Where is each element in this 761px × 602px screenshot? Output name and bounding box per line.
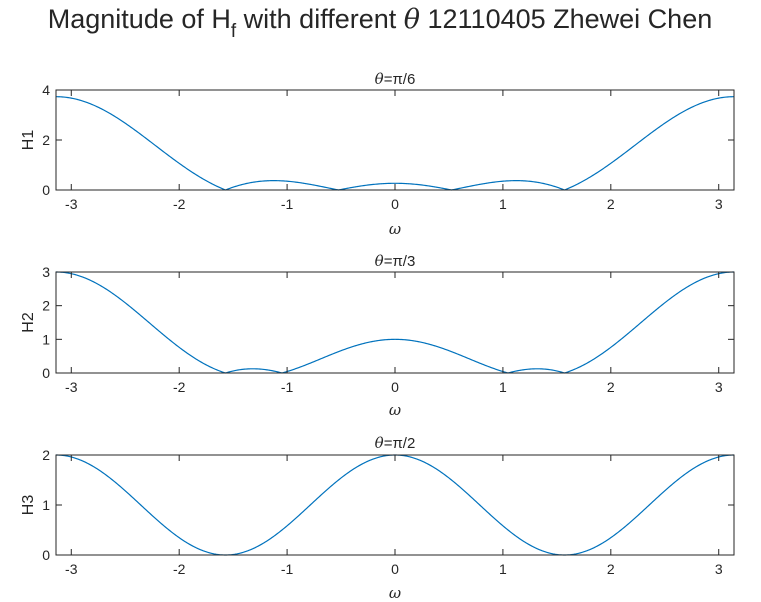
subplot-title: θ=π/2 <box>375 434 416 452</box>
y-tick-label: 1 <box>42 497 50 513</box>
series-line <box>55 271 735 374</box>
x-tick-label: -2 <box>173 379 186 395</box>
series-line <box>55 454 735 556</box>
x-axis-label: ω <box>389 584 401 602</box>
x-tick-label: -1 <box>281 196 294 212</box>
x-tick-label: 0 <box>391 379 399 395</box>
subplot-2: θ=π/3 -3 -2 -1 0 1 2 3 0 1 2 3 ω H2 <box>20 252 735 419</box>
x-tick-label: 2 <box>607 561 615 577</box>
x-axis-label: ω <box>389 220 401 238</box>
y-tick-label: 0 <box>42 547 50 563</box>
subplot-3: θ=π/2 -3 -2 -1 0 1 2 3 0 1 2 ω H3 <box>20 434 735 602</box>
y-tick-label: 2 <box>42 447 50 463</box>
x-tick-label: -2 <box>173 196 186 212</box>
x-tick-label: 2 <box>607 379 615 395</box>
x-tick-label: 0 <box>391 196 399 212</box>
axes-box <box>55 454 735 556</box>
y-axis-label: H2 <box>20 312 37 333</box>
subplot-title: θ=π/6 <box>375 70 416 88</box>
axes-box <box>55 89 735 191</box>
x-tick-label: -2 <box>173 561 186 577</box>
x-tick-label: -3 <box>65 196 78 212</box>
y-tick-label: 0 <box>42 182 50 198</box>
y-axis-label: H3 <box>20 495 37 516</box>
subplot-title: θ=π/3 <box>375 252 416 270</box>
y-axis-label: H1 <box>20 130 37 151</box>
x-axis-label: ω <box>389 401 401 419</box>
x-tick-label: -1 <box>281 379 294 395</box>
x-tick-label: 3 <box>715 196 723 212</box>
y-tick-label: 4 <box>42 82 50 98</box>
x-tick-label: 2 <box>607 196 615 212</box>
figure-title: Magnitude of Hf with different θ 1211040… <box>48 4 712 42</box>
subplot-1: θ=π/6 -3 -2 -1 0 1 2 3 0 2 4 ω H1 <box>20 70 735 238</box>
x-tick-label: 1 <box>499 561 507 577</box>
x-tick-label: 1 <box>499 379 507 395</box>
axes-box <box>55 271 735 374</box>
x-tick-label: 3 <box>715 379 723 395</box>
x-tick-label: -3 <box>65 379 78 395</box>
series-line <box>55 96 735 191</box>
y-tick-label: 0 <box>42 365 50 381</box>
y-tick-label: 2 <box>42 298 50 314</box>
x-tick-label: 1 <box>499 196 507 212</box>
x-tick-label: -3 <box>65 561 78 577</box>
y-tick-label: 3 <box>42 264 50 280</box>
x-tick-label: 0 <box>391 561 399 577</box>
y-tick-label: 2 <box>42 132 50 148</box>
x-tick-label: 3 <box>715 561 723 577</box>
x-tick-label: -1 <box>281 561 294 577</box>
y-tick-label: 1 <box>42 331 50 347</box>
